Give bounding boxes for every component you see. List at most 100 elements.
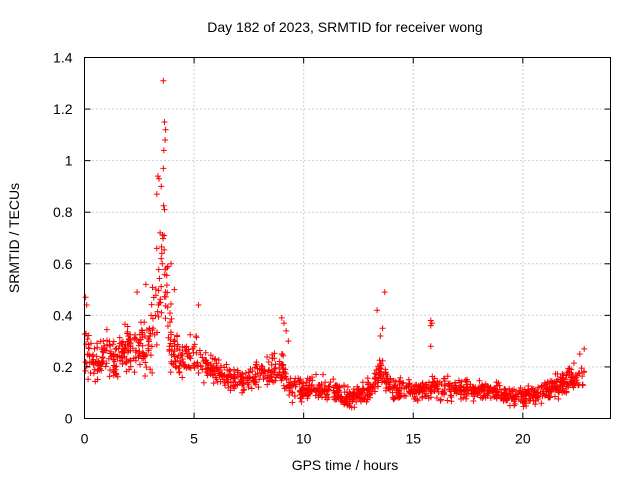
data-point: [84, 336, 91, 343]
data-point: [300, 380, 307, 387]
data-point: [150, 325, 157, 332]
data-point: [168, 315, 175, 322]
data-point: [172, 358, 179, 365]
data-point: [487, 394, 494, 401]
data-point: [227, 367, 234, 374]
data-point: [203, 360, 210, 367]
data-point: [566, 369, 573, 376]
data-point: [158, 255, 165, 262]
data-point: [207, 352, 214, 359]
data-point: [548, 388, 555, 395]
data-point: [330, 387, 337, 394]
data-point: [197, 351, 204, 358]
x-axis-label: GPS time / hours: [292, 457, 399, 473]
data-point: [373, 371, 380, 378]
data-point: [479, 395, 486, 402]
data-point: [313, 389, 320, 396]
data-point: [476, 377, 483, 384]
data-point: [210, 380, 217, 387]
data-point: [457, 391, 464, 398]
y-axis-label: SRMTID / TECUs: [6, 183, 22, 293]
data-point: [163, 272, 170, 279]
data-point: [506, 402, 513, 409]
data-point: [430, 379, 437, 386]
data-point: [142, 353, 149, 360]
data-point: [170, 351, 177, 358]
data-point: [266, 366, 273, 373]
x-tick-label: 0: [81, 431, 89, 447]
data-point: [82, 341, 89, 348]
data-point: [125, 338, 132, 345]
data-point: [149, 369, 156, 376]
data-point: [164, 304, 171, 311]
data-point: [138, 327, 145, 334]
chart-title: Day 182 of 2023, SRMTID for receiver won…: [207, 19, 482, 35]
data-point: [157, 229, 164, 236]
data-point: [148, 301, 155, 308]
data-point: [158, 283, 165, 290]
data-point: [576, 351, 583, 358]
data-point: [147, 352, 154, 359]
data-point: [541, 379, 548, 386]
data-point: [581, 345, 588, 352]
data-point: [546, 382, 553, 389]
data-point: [511, 395, 518, 402]
data-point: [214, 364, 221, 371]
data-point: [280, 369, 287, 376]
data-point: [307, 387, 314, 394]
data-point: [297, 376, 304, 383]
data-point: [532, 401, 539, 408]
ticks-layer: 0 5 10 15 20 0 0.2 0.4 0.6 0.8 1 1.2 1.4: [53, 50, 611, 447]
data-point: [286, 384, 293, 391]
data-point: [127, 357, 134, 364]
data-point: [271, 350, 278, 357]
data-point: [427, 317, 434, 324]
data-point: [175, 352, 182, 359]
data-point: [308, 383, 315, 390]
data-point: [364, 375, 371, 382]
data-point: [176, 369, 183, 376]
data-point: [195, 302, 202, 309]
data-point: [221, 372, 228, 379]
data-point: [470, 397, 477, 404]
data-point: [160, 77, 167, 84]
data-point: [264, 381, 271, 388]
data-point: [569, 381, 576, 388]
data-point: [396, 377, 403, 384]
data-point: [375, 377, 382, 384]
data-point: [403, 383, 410, 390]
data-point: [110, 356, 117, 363]
data-point: [209, 355, 216, 362]
data-point: [100, 349, 107, 356]
data-point: [313, 371, 320, 378]
data-point: [314, 385, 321, 392]
data-point: [521, 386, 528, 393]
data-point: [204, 370, 211, 377]
data-point: [247, 366, 254, 372]
data-point: [159, 260, 166, 267]
data-point: [304, 395, 311, 402]
data-point: [444, 373, 451, 380]
data-point: [285, 338, 292, 345]
data-point: [156, 175, 163, 182]
data-point: [397, 374, 404, 381]
data-point: [367, 391, 374, 398]
data-point: [460, 394, 467, 401]
data-point: [485, 390, 492, 397]
data-point: [463, 386, 470, 393]
data-point: [225, 384, 232, 391]
data-point: [356, 395, 363, 402]
data-point: [113, 370, 120, 377]
data-point: [296, 380, 303, 387]
data-point: [167, 369, 174, 376]
data-point: [137, 340, 144, 347]
data-point: [158, 183, 165, 190]
data-point: [82, 367, 89, 374]
data-point: [168, 260, 175, 267]
data-point: [379, 357, 386, 364]
data-point: [141, 319, 148, 326]
data-point: [437, 396, 444, 403]
data-point: [572, 372, 579, 379]
data-point: [282, 370, 289, 377]
points-layer: [81, 77, 588, 411]
